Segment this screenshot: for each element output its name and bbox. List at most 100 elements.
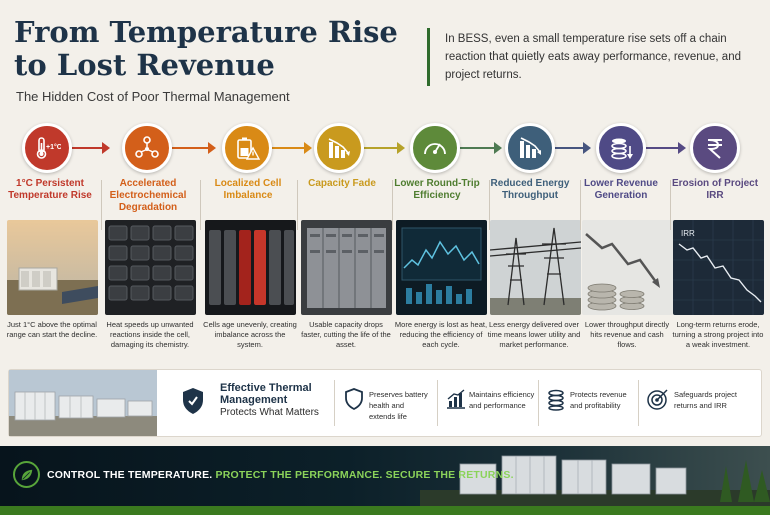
step-6-description: Less energy delivered over time means lo… xyxy=(487,320,581,349)
bar-chart-down-icon xyxy=(520,137,541,158)
battery-warning-icon xyxy=(237,137,261,160)
benefit-irr: Safeguards project returns and IRR xyxy=(674,390,737,410)
irr-decline-image: IRR xyxy=(673,220,764,315)
step-6-icon-circle xyxy=(505,123,555,173)
step-separator xyxy=(670,180,671,230)
step-6-title: Reduced Energy Throughput xyxy=(490,178,570,201)
gauge-icon xyxy=(424,143,446,155)
irr-label: IRR xyxy=(681,229,695,238)
container-yard-image xyxy=(9,370,157,436)
step-3-photo xyxy=(205,220,296,315)
target-icon xyxy=(647,389,668,410)
band-title-line-2: Management xyxy=(220,394,288,406)
benefit-revenue: Protects revenue and profitability xyxy=(570,390,627,410)
band-divider xyxy=(334,380,335,426)
benefit-battery-health: Preserves battery health and extends lif… xyxy=(369,390,428,421)
intro-accent-rule xyxy=(427,28,430,86)
flow-arrow xyxy=(102,142,110,154)
step-separator xyxy=(101,180,102,230)
flow-connector xyxy=(72,147,104,149)
step-7-description: Lower throughput directly hits revenue a… xyxy=(584,320,670,349)
flow-arrow xyxy=(397,142,405,154)
step-4-description: Usable capacity drops faster, cutting th… xyxy=(301,320,391,349)
step-5-title: Lower Round-Trip Efficiency xyxy=(394,178,480,201)
transmission-towers-image xyxy=(490,220,581,315)
flow-arrow xyxy=(583,142,591,154)
step-1-title: 1°C Persistent Temperature Rise xyxy=(8,178,92,201)
step-separator xyxy=(297,180,298,230)
benefit-efficiency: Maintains efficiency and performance xyxy=(469,390,535,410)
thermal-shield-icon xyxy=(183,388,203,414)
step-7-icon-circle xyxy=(596,123,646,173)
step-separator xyxy=(392,180,393,230)
molecule-icon xyxy=(135,136,159,158)
coins-icon xyxy=(548,389,564,411)
footer-tagline: CONTROL THE TEMPERATURE. PROTECT THE PER… xyxy=(47,469,514,481)
flow-connector xyxy=(459,147,496,149)
band-divider xyxy=(538,380,539,426)
step-1-icon-circle: +1°C xyxy=(22,123,72,173)
step-2-icon-circle xyxy=(122,123,172,173)
step-1-photo xyxy=(7,220,98,315)
step-8-description: Long-term returns erode, turning a stron… xyxy=(672,320,764,349)
coins-down-icon xyxy=(611,138,633,160)
page-subtitle: The Hidden Cost of Poor Thermal Manageme… xyxy=(16,89,290,104)
step-4-photo xyxy=(301,220,392,315)
footer-tagline-part-1: CONTROL THE TEMPERATURE. xyxy=(47,469,213,481)
declining-bars-icon xyxy=(328,138,350,158)
flow-arrow xyxy=(304,142,312,154)
step-5-photo xyxy=(396,220,487,315)
step-4-icon-circle xyxy=(314,123,364,173)
title-line-2: to Lost Revenue xyxy=(14,48,275,82)
step-8-icon-circle xyxy=(690,123,740,173)
step-separator xyxy=(200,180,201,230)
leaf-badge xyxy=(13,461,40,488)
step-7-photo xyxy=(582,220,673,315)
step-separator xyxy=(580,180,581,230)
coins-decline-image xyxy=(582,220,673,315)
title-line-1: From Temperature Rise xyxy=(14,15,398,49)
band-title: Effective Thermal Management xyxy=(220,382,312,406)
bess-site-photo xyxy=(9,370,157,436)
step-2-photo xyxy=(105,220,196,315)
flow-connector xyxy=(551,147,585,149)
step-8-photo: IRR xyxy=(673,220,764,315)
rupee-icon xyxy=(707,139,722,159)
solar-site-image xyxy=(7,220,98,315)
step-2-description: Heat speeds up unwanted reactions inside… xyxy=(106,320,194,349)
band-subtitle: Protects What Matters xyxy=(220,407,319,418)
intro-text: In BESS, even a small temperature rise s… xyxy=(445,33,741,81)
step-separator xyxy=(489,180,490,230)
step-5-icon-circle xyxy=(410,123,460,173)
flow-connector xyxy=(272,147,306,149)
footer-accent-strip xyxy=(0,506,770,515)
imbalanced-cells-image xyxy=(205,220,296,315)
step-2-title: Accelerated Electrochemical Degradation xyxy=(109,178,187,213)
step-7-title: Lower Revenue Generation xyxy=(584,178,658,201)
step-6-photo xyxy=(490,220,581,315)
step-8-title: Erosion of Project IRR xyxy=(671,178,759,201)
flow-arrow xyxy=(208,142,216,154)
page-title: From Temperature Rise to Lost Revenue xyxy=(14,16,414,82)
footer-containers-image xyxy=(420,455,770,506)
flow-connector xyxy=(646,147,680,149)
leaf-icon xyxy=(21,469,32,480)
step-3-icon-circle xyxy=(222,123,272,173)
flow-connector xyxy=(172,147,210,149)
step-3-title: Localized Cell Imbalance xyxy=(214,178,282,201)
efficiency-chart-image xyxy=(396,220,487,315)
flow-arrow xyxy=(678,142,686,154)
band-title-line-1: Effective Thermal xyxy=(220,382,312,394)
step-5-description: More energy is lost as heat, reducing th… xyxy=(394,320,488,349)
band-divider xyxy=(437,380,438,426)
chart-up-icon xyxy=(447,389,465,409)
thermometer-icon: +1°C xyxy=(36,137,61,159)
band-divider xyxy=(638,380,639,426)
step-3-description: Cells age unevenly, creating imbalance a… xyxy=(203,320,297,349)
temp-badge: +1°C xyxy=(46,143,61,151)
flow-arrow xyxy=(494,142,502,154)
shield-icon xyxy=(345,388,363,411)
storage-container-image xyxy=(301,220,392,315)
battery-cells-image xyxy=(105,220,196,315)
flow-connector xyxy=(364,147,399,149)
